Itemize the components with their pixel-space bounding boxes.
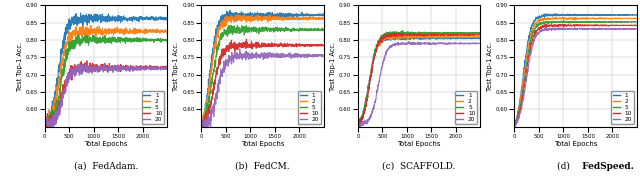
Legend: 1, 2, 5, 10, 20: 1, 2, 5, 10, 20	[454, 91, 477, 124]
Legend: 1, 2, 5, 10, 20: 1, 2, 5, 10, 20	[298, 91, 321, 124]
Text: (c)  SCAFFOLD.: (c) SCAFFOLD.	[382, 162, 456, 171]
Text: (d): (d)	[557, 162, 575, 171]
Y-axis label: Test Top-1 Acc.: Test Top-1 Acc.	[330, 41, 336, 91]
X-axis label: Total Epochs: Total Epochs	[397, 142, 441, 147]
Text: (a)  FedAdam.: (a) FedAdam.	[74, 162, 138, 171]
Legend: 1, 2, 5, 10, 20: 1, 2, 5, 10, 20	[611, 91, 634, 124]
X-axis label: Total Epochs: Total Epochs	[241, 142, 284, 147]
Y-axis label: Test Top-1 Acc.: Test Top-1 Acc.	[17, 41, 23, 91]
Y-axis label: Test Top-1 Acc.: Test Top-1 Acc.	[486, 41, 493, 91]
Text: FedSpeed.: FedSpeed.	[575, 162, 634, 171]
Legend: 1, 2, 5, 10, 20: 1, 2, 5, 10, 20	[141, 91, 164, 124]
Y-axis label: Test Top-1 Acc.: Test Top-1 Acc.	[173, 41, 179, 91]
Text: (b)  FedCM.: (b) FedCM.	[236, 162, 290, 171]
X-axis label: Total Epochs: Total Epochs	[554, 142, 597, 147]
X-axis label: Total Epochs: Total Epochs	[84, 142, 128, 147]
